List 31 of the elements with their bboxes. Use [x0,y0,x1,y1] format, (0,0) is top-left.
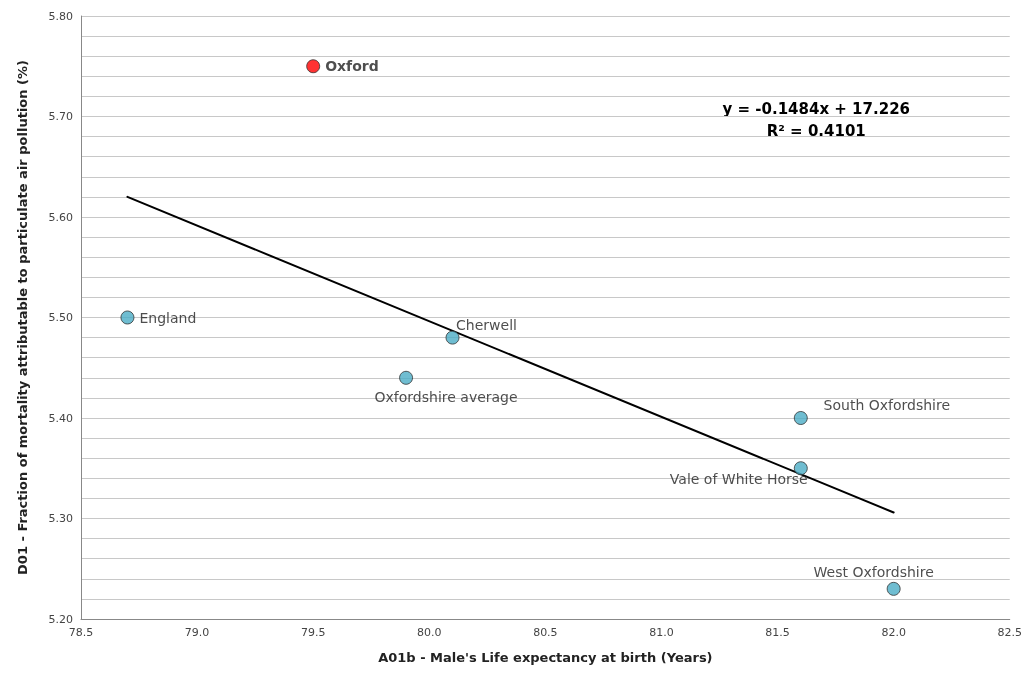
x-tick-label: 79.0 [184,626,210,639]
annotation: South Oxfordshire [823,397,951,413]
point [399,370,414,385]
point [306,59,321,74]
x-tick-label: 79.5 [300,626,326,639]
point [120,310,135,325]
x-tick-label: 81.0 [649,626,674,639]
x-tick-label: 78.5 [68,626,94,639]
x-tick-label: 82.0 [881,626,906,639]
x-tick-label: 82.5 [997,626,1022,639]
y-tick-label: 5.60 [48,210,73,224]
point [793,411,808,425]
y-tick-label: 5.40 [48,411,73,425]
y-tick-label: 5.20 [48,612,73,626]
x-tick-label: 80.5 [533,626,558,639]
y-tick-label: 5.50 [48,311,73,324]
y-axis-title: D01 - Fraction of mortality attributable to particulate air pollution (%) [15,60,30,575]
x-tick-label: 80.0 [417,626,442,639]
annotation: Oxfordshire average [374,388,518,405]
annotation: Oxford [325,58,379,75]
annotation: Cherwell [456,316,517,333]
y-tick-label: 5.30 [48,512,73,525]
point [445,330,460,345]
annotation: West Oxfordshire [813,563,934,580]
y-tick-label: 5.80 [48,9,73,23]
point [886,581,901,596]
y-tick-label: 5.70 [48,110,73,123]
x-tick-label: 81.5 [765,626,790,639]
annotation: Vale of White Horse [669,471,808,488]
annotation: England [139,309,197,326]
x-axis-title: A01b - Male's Life expectancy at birth (Years) [378,650,713,665]
